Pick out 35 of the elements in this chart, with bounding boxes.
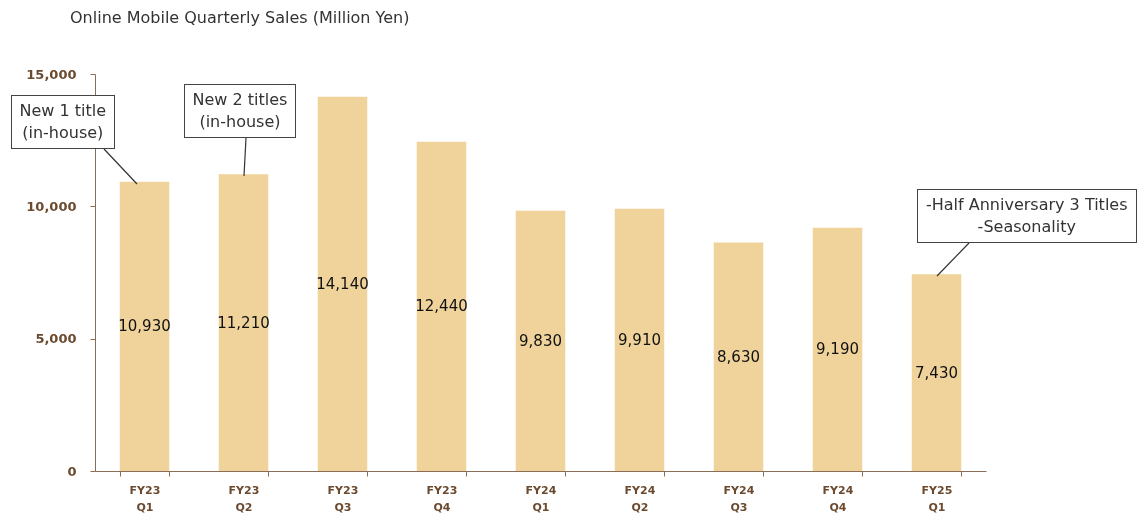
y-tick-label: 5,000	[35, 331, 77, 347]
bar	[119, 181, 170, 471]
x-tick-label: FY24 Q2	[624, 483, 656, 514]
y-tick-label: 15,000	[26, 66, 77, 82]
data-label: 10,930	[118, 317, 171, 336]
data-label: 8,630	[717, 347, 760, 366]
y-tick-label: 10,000	[26, 198, 77, 214]
data-label: 9,910	[618, 330, 661, 349]
bar	[911, 274, 962, 471]
y-tick-label: 0	[67, 463, 77, 479]
chart-title: Online Mobile Quarterly Sales (Million Yen)	[70, 8, 410, 27]
x-tick-label: FY23 Q1	[129, 483, 161, 514]
callout-box: New 2 titles (in-house)	[183, 84, 297, 139]
bar	[218, 174, 269, 471]
x-tick-label: FY23 Q3	[327, 483, 359, 514]
x-tick-label: FY24 Q1	[525, 483, 557, 514]
x-tick-label: FY24 Q3	[723, 483, 755, 514]
x-tick-label: FY23 Q2	[228, 483, 260, 514]
x-tick-label: FY24 Q4	[822, 483, 854, 514]
bar	[614, 208, 665, 471]
data-label: 14,140	[316, 274, 369, 293]
bar	[416, 141, 467, 471]
data-label: 12,440	[415, 297, 468, 316]
data-label: 9,190	[816, 340, 859, 359]
data-label: 9,830	[519, 331, 562, 350]
bar	[515, 210, 566, 471]
bar	[713, 242, 764, 471]
bar	[317, 96, 368, 471]
x-tick-label: FY23 Q4	[426, 483, 458, 514]
data-label: 7,430	[915, 363, 958, 382]
callout-box: New 1 title (in-house)	[10, 94, 116, 149]
data-label: 11,210	[217, 313, 270, 332]
x-tick-label: FY25 Q1	[921, 483, 953, 514]
callout-box: -Half Anniversary 3 Titles -Seasonality	[917, 189, 1137, 244]
bar	[812, 227, 863, 471]
